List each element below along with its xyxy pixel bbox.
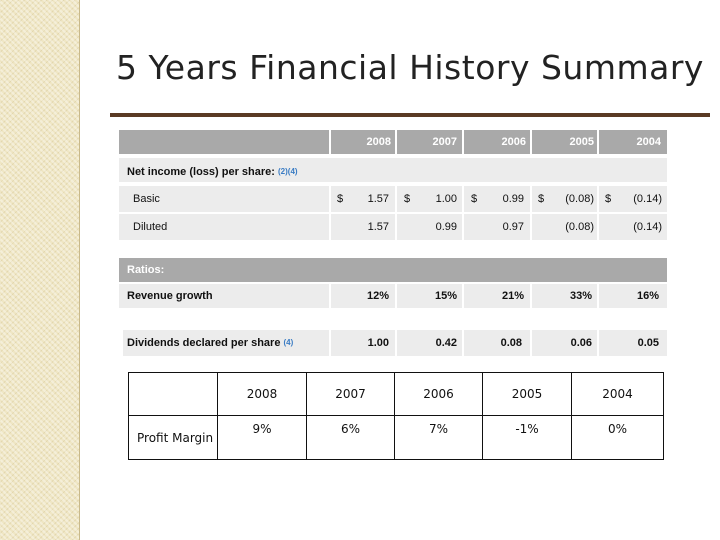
revenue-growth-value: 16% <box>636 290 659 302</box>
basic-value: 0.99 <box>502 193 524 205</box>
diluted-label: Diluted <box>133 221 168 233</box>
basic-value: 1.57 <box>367 193 389 205</box>
revenue-growth-label: Revenue growth <box>127 290 213 302</box>
revenue-growth-row: Revenue growth 12% 15% 21% 33% 16% <box>119 284 667 308</box>
dividends-note: (4) <box>283 338 294 347</box>
pm-value: -1% <box>482 415 572 460</box>
net-income-note: (2)(4) <box>278 167 298 176</box>
column-separator <box>597 186 599 240</box>
decorative-side-strip <box>0 0 80 540</box>
column-separator <box>597 330 599 356</box>
column-separator <box>530 284 532 308</box>
pm-header-row: 2008 2007 2006 2005 2004 <box>128 372 664 416</box>
currency-symbol: $ <box>404 193 411 205</box>
column-separator <box>395 330 397 356</box>
basic-value: 1.00 <box>435 193 457 205</box>
header-separator <box>329 130 331 154</box>
column-separator <box>395 284 397 308</box>
column-separator <box>462 284 464 308</box>
pm-year: 2008 <box>217 372 307 416</box>
pm-value: 9% <box>217 415 307 460</box>
column-separator <box>462 186 464 240</box>
revenue-growth-value: 33% <box>569 290 592 302</box>
header-year: 2004 <box>636 136 661 148</box>
diluted-value: 1.57 <box>367 221 389 233</box>
revenue-growth-value: 15% <box>434 290 457 302</box>
column-separator <box>329 330 331 356</box>
profit-margin-table: 2008 2007 2006 2005 2004 Profit Margin 9… <box>128 372 664 460</box>
currency-symbol: $ <box>337 193 344 205</box>
pm-value-row: Profit Margin 9% 6% 7% -1% 0% <box>128 415 664 460</box>
diluted-value: (0.08) <box>565 221 594 233</box>
dividends-value: 0.42 <box>435 337 457 349</box>
basic-row: Basic $ 1.57 $ 1.00 $ 0.99 $ (0.08) $ (0… <box>119 186 667 212</box>
pm-empty-cell <box>128 372 218 416</box>
net-income-row: Net income (loss) per share: (2)(4) <box>119 158 667 182</box>
financial-summary-table: 2008 2007 2006 2005 2004 Net income (los… <box>119 130 667 356</box>
header-year: 2006 <box>501 136 526 148</box>
pm-year: 2007 <box>306 372 395 416</box>
header-separator <box>395 130 397 154</box>
column-separator <box>597 284 599 308</box>
basic-value: (0.14) <box>633 193 662 205</box>
revenue-growth-value: 21% <box>501 290 524 302</box>
column-separator <box>329 186 331 240</box>
column-separator <box>329 284 331 308</box>
dividends-value: 0.05 <box>637 337 659 349</box>
pm-value: 7% <box>394 415 483 460</box>
ratios-header-row: Ratios: <box>119 258 667 282</box>
diluted-value: 0.99 <box>435 221 457 233</box>
column-separator <box>530 330 532 356</box>
column-separator <box>530 186 532 240</box>
diluted-row: Diluted 1.57 0.99 0.97 (0.08) (0.14) <box>119 214 667 240</box>
currency-symbol: $ <box>605 193 612 205</box>
pm-label: Profit Margin <box>128 415 218 460</box>
pm-year: 2005 <box>482 372 572 416</box>
ratios-header: Ratios: <box>127 264 165 276</box>
header-year: 2008 <box>366 136 391 148</box>
dividends-label: Dividends declared per share <box>127 337 281 349</box>
basic-value: (0.08) <box>565 193 594 205</box>
diluted-value: (0.14) <box>633 221 662 233</box>
year-header-row: 2008 2007 2006 2005 2004 <box>119 130 667 154</box>
slide-title: 5 Years Financial History Summary <box>116 48 704 87</box>
dividends-value: 0.08 <box>500 337 522 349</box>
dividends-value: 1.00 <box>367 337 389 349</box>
column-separator <box>462 330 464 356</box>
title-underline <box>110 113 710 117</box>
header-separator <box>530 130 532 154</box>
currency-symbol: $ <box>538 193 545 205</box>
pm-value: 6% <box>306 415 395 460</box>
pm-year: 2004 <box>571 372 664 416</box>
diluted-value: 0.97 <box>502 221 524 233</box>
currency-symbol: $ <box>471 193 478 205</box>
pm-year: 2006 <box>394 372 483 416</box>
net-income-label: Net income (loss) per share: <box>127 166 275 178</box>
dividends-value: 0.06 <box>570 337 592 349</box>
basic-label: Basic <box>133 193 160 205</box>
revenue-growth-value: 12% <box>366 290 389 302</box>
pm-value: 0% <box>571 415 664 460</box>
header-year: 2005 <box>569 136 594 148</box>
column-separator <box>395 186 397 240</box>
header-year: 2007 <box>432 136 457 148</box>
header-separator <box>597 130 599 154</box>
header-separator <box>462 130 464 154</box>
